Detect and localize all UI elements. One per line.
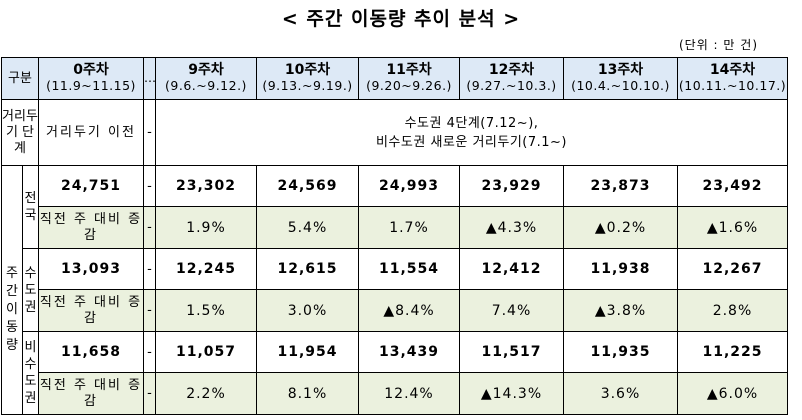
value-cell: 13,439	[358, 331, 460, 373]
change-cell: 3.0%	[256, 289, 359, 332]
change-cell: 1.5%	[155, 289, 257, 332]
change-dash: -	[143, 206, 156, 249]
change-label: 직전 주 대비 증감	[38, 206, 144, 249]
value-cell: 11,225	[677, 331, 788, 373]
week0-value: 11,658	[38, 331, 144, 373]
value-cell: 11,517	[459, 331, 564, 373]
value-cell: 11,935	[563, 331, 678, 373]
change-dash: -	[143, 372, 156, 415]
region-name: 전국	[22, 165, 39, 249]
change-cell: ▲8.4%	[358, 289, 460, 332]
ellipsis-dash: -	[143, 248, 156, 290]
week-date: (9.13.~9.19.)	[262, 78, 353, 93]
value-cell: 11,057	[155, 331, 257, 373]
change-cell: 3.6%	[563, 372, 678, 415]
region-name: 수도권	[22, 248, 39, 332]
change-cell: 2.2%	[155, 372, 257, 415]
page-title: < 주간 이동량 추이 분석 >	[281, 8, 521, 30]
ellipsis-dash: -	[143, 331, 156, 373]
change-label: 직전 주 대비 증감	[38, 289, 144, 332]
week-label: 9주차	[188, 62, 224, 78]
header-week-0: 0주차 (11.9~11.15)	[38, 57, 144, 100]
header-week-11: 11주차 (9.20~9.26.)	[358, 57, 460, 100]
unit-label: (단위 : 만 건)	[678, 38, 758, 52]
change-cell: 12.4%	[358, 372, 460, 415]
change-row-capital: 직전 주 대비 증감 - 1.5% 3.0% ▲8.4% 7.4% ▲3.8% …	[1, 289, 788, 332]
header-week-12: 12주차 (9.27.~10.3.)	[459, 57, 564, 100]
header-week-9: 9주차 (9.6.~9.12.)	[155, 57, 257, 100]
change-dash: -	[143, 289, 156, 332]
change-cell: 5.4%	[256, 206, 359, 249]
value-cell: 23,929	[459, 165, 564, 207]
change-cell: 7.4%	[459, 289, 564, 332]
value-cell: 12,412	[459, 248, 564, 290]
weekly-mobility-label: 주간 이동량	[1, 165, 23, 415]
change-cell: 1.7%	[358, 206, 460, 249]
header-ellipsis: …	[143, 57, 156, 100]
value-cell: 11,938	[563, 248, 678, 290]
week-label: 14주차	[709, 62, 756, 78]
week-date: (10.11.~10.17.)	[678, 78, 787, 93]
change-label: 직전 주 대비 증감	[38, 372, 144, 415]
value-cell: 11,954	[256, 331, 359, 373]
distancing-desc-line2: 비수도권 새로운 거리두기(7.1~)	[375, 134, 568, 150]
region-row-capital: 수도권 13,093 - 12,245 12,615 11,554 12,412…	[2, 248, 788, 332]
change-cell: ▲1.6%	[677, 206, 788, 249]
distancing-dash: -	[143, 99, 156, 166]
header-week-13: 13주차 (10.4.~10.10.)	[563, 57, 678, 100]
distancing-week0: 거리두기 이전	[38, 99, 144, 166]
change-row-national: 직전 주 대비 증감 - 1.9% 5.4% 1.7% ▲4.3% ▲0.2% …	[1, 206, 788, 249]
week-label: 0주차	[73, 62, 109, 78]
value-cell: 23,873	[563, 165, 678, 207]
week-date: (11.9~11.15)	[46, 78, 136, 93]
value-cell: 12,245	[155, 248, 257, 290]
mobility-table: 구분 0주차 (11.9~11.15) … 9주차 (9.6.~9.12.) 1…	[1, 57, 788, 415]
week-label: 13주차	[597, 62, 644, 78]
change-cell: 8.1%	[256, 372, 359, 415]
change-cell: ▲0.2%	[563, 206, 678, 249]
change-cell: 1.9%	[155, 206, 257, 249]
value-cell: 23,492	[677, 165, 788, 207]
week-date: (9.27.~10.3.)	[466, 78, 557, 93]
week-date: (9.6.~9.12.)	[165, 78, 247, 93]
distancing-row: 거리두기 단계 거리두기 이전 - 수도권 4단계(7.12~), 비수도권 새…	[1, 99, 788, 166]
region-row-noncapital: 비수도권 11,658 - 11,057 11,954 13,439 11,51…	[2, 331, 788, 415]
value-cell: 23,302	[155, 165, 257, 207]
value-cell: 12,615	[256, 248, 359, 290]
week-label: 12주차	[488, 62, 535, 78]
week-label: 11주차	[386, 62, 432, 78]
distancing-label: 거리두기 단계	[1, 99, 39, 166]
week0-value: 24,751	[38, 165, 144, 207]
change-cell: ▲6.0%	[677, 372, 788, 415]
week-date: (10.4.~10.10.)	[571, 78, 670, 93]
header-week-10: 10주차 (9.13.~9.19.)	[256, 57, 359, 100]
header-row: 구분 0주차 (11.9~11.15) … 9주차 (9.6.~9.12.) 1…	[1, 57, 788, 100]
change-row-noncapital: 직전 주 대비 증감 - 2.2% 8.1% 12.4% ▲14.3% 3.6%…	[1, 372, 788, 415]
week-date: (9.20~9.26.)	[366, 78, 452, 93]
value-cell: 24,993	[358, 165, 460, 207]
change-cell: ▲4.3%	[459, 206, 564, 249]
value-cell: 12,267	[677, 248, 788, 290]
distancing-desc-line1: 수도권 4단계(7.12~),	[404, 115, 539, 131]
region-name: 비수도권	[22, 331, 39, 415]
header-gubun: 구분	[1, 57, 39, 100]
distancing-description: 수도권 4단계(7.12~), 비수도권 새로운 거리두기(7.1~)	[155, 99, 788, 166]
change-cell: ▲3.8%	[563, 289, 678, 332]
header-week-14: 14주차 (10.11.~10.17.)	[677, 57, 788, 100]
week-label: 10주차	[284, 62, 331, 78]
change-cell: ▲14.3%	[459, 372, 564, 415]
value-cell: 24,569	[256, 165, 359, 207]
week0-value: 13,093	[38, 248, 144, 290]
value-cell: 11,554	[358, 248, 460, 290]
region-row-national: 주간 이동량 전국 24,751 - 23,302 24,569 24,993 …	[1, 165, 788, 415]
ellipsis-dash: -	[143, 165, 156, 207]
change-cell: 2.8%	[677, 289, 788, 332]
